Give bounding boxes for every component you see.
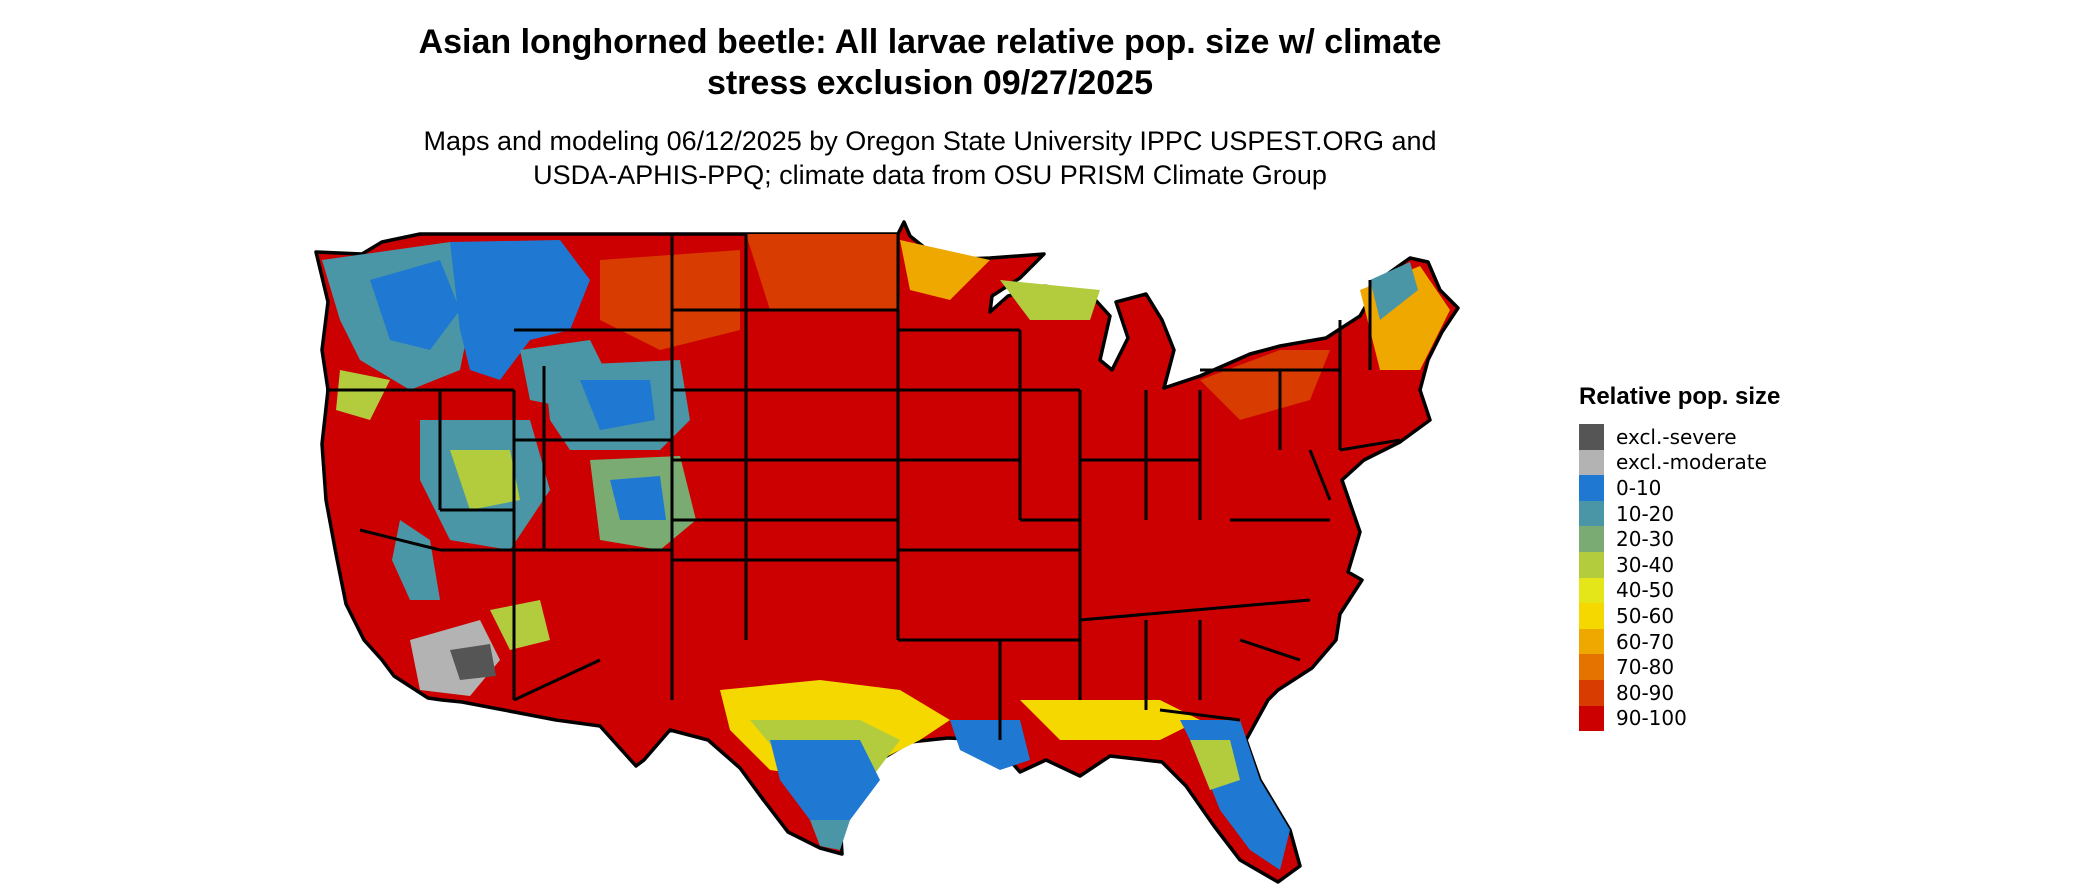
border-west-coast <box>326 388 516 552</box>
zone-louisiana <box>950 720 1030 770</box>
legend-swatch <box>1579 500 1604 527</box>
zone-rockies-north <box>450 240 590 380</box>
legend-item: 70-80 <box>1579 654 1899 680</box>
zone-great-lakes-mixed <box>1000 280 1100 320</box>
legend-label: 40-50 <box>1616 578 1675 603</box>
zone-appalachia <box>1200 350 1330 420</box>
legend-title: Relative pop. size <box>1579 383 1781 410</box>
legend-item: 0-10 <box>1579 475 1899 501</box>
zone-wyoming-low <box>580 380 655 430</box>
border-south <box>898 550 1311 740</box>
legend-swatch <box>1579 679 1604 706</box>
legend-item: excl.-moderate <box>1579 449 1899 476</box>
zone-pnw-green <box>336 370 390 420</box>
legend-swatch <box>1579 603 1604 629</box>
zone-great-lakes-north <box>900 240 990 300</box>
border-northeast <box>1200 280 1401 522</box>
legend-label: 20-30 <box>1616 527 1675 552</box>
border-plains <box>670 234 900 700</box>
us-population-map <box>314 220 1460 884</box>
legend-swatch <box>1579 654 1604 680</box>
legend-swatch <box>1579 551 1604 578</box>
zone-desert-excl-severe <box>450 644 496 680</box>
legend-swatch <box>1579 424 1604 450</box>
zone-south-texas-mixed <box>810 820 850 850</box>
state-boundaries <box>326 234 1401 740</box>
map-legend: Relative pop. size excl.-severe excl.-mod… <box>1579 382 1899 732</box>
map-subtitle: Maps and modeling 06/12/2025 by Oregon S… <box>0 124 1860 192</box>
legend-item: 90-100 <box>1579 705 1899 732</box>
legend-label: 70-80 <box>1616 655 1675 680</box>
legend-label: excl.-moderate <box>1616 450 1767 475</box>
legend-item: 30-40 <box>1579 551 1899 578</box>
legend-label: excl.-severe <box>1616 424 1737 449</box>
legend-swatch <box>1579 475 1604 501</box>
zone-texas-low <box>770 740 880 820</box>
legend-item: 50-60 <box>1579 603 1899 629</box>
zone-gulf-yellow <box>1020 700 1200 740</box>
zone-great-basin-green <box>450 450 520 510</box>
legend-label: 50-60 <box>1616 603 1675 628</box>
legend-label: 90-100 <box>1616 706 1687 731</box>
zone-montana-plains <box>600 250 740 350</box>
legend-swatch <box>1579 628 1604 655</box>
climate-zones <box>322 234 1450 870</box>
zone-north-dakota <box>746 234 900 310</box>
zone-new-england-low <box>1370 262 1418 320</box>
legend-label: 60-70 <box>1616 629 1675 654</box>
map-title-line2: stress exclusion 09/27/2025 <box>706 64 1154 102</box>
legend-item: 20-30 <box>1579 526 1899 552</box>
map-subtitle-line2: USDA-APHIS-PPQ; climate data from OSU PR… <box>533 160 1327 190</box>
legend-label: 10-20 <box>1616 501 1675 526</box>
zone-colorado-low <box>610 476 666 520</box>
map-title-line1: Asian longhorned beetle: All larvae rela… <box>418 23 1442 61</box>
legend-item: 80-90 <box>1579 679 1899 706</box>
legend-swatch <box>1579 705 1604 732</box>
zone-florida-green <box>1190 740 1240 790</box>
legend-swatch <box>1579 577 1604 604</box>
legend-label: 0-10 <box>1616 475 1662 500</box>
border-midwest <box>898 328 1202 552</box>
legend-label: 80-90 <box>1616 680 1675 705</box>
legend-rows: excl.-severe excl.-moderate 0-10 10-20 20-30… <box>1579 424 1899 732</box>
legend-swatch <box>1579 449 1604 476</box>
zone-desert-green <box>490 600 550 650</box>
legend-item: 60-70 <box>1579 628 1899 655</box>
map-title: Asian longhorned beetle: All larvae rela… <box>0 22 1860 104</box>
legend-label: 30-40 <box>1616 552 1675 577</box>
legend-item: excl.-severe <box>1579 424 1899 450</box>
legend-item: 40-50 <box>1579 577 1899 604</box>
zone-pnw-low <box>370 260 460 350</box>
legend-item: 10-20 <box>1579 500 1899 527</box>
legend-swatch <box>1579 526 1604 552</box>
map-subtitle-line1: Maps and modeling 06/12/2025 by Oregon S… <box>423 126 1437 156</box>
